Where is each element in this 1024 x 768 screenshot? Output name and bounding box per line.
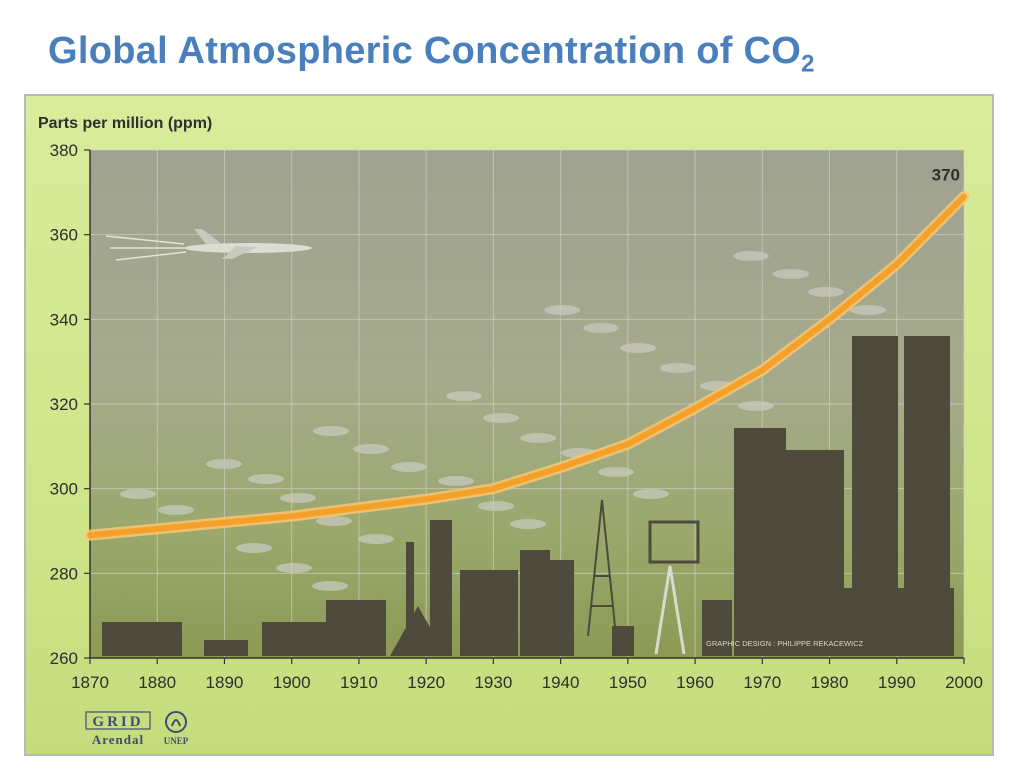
series-line: [87, 193, 967, 539]
airplane-icon: [105, 229, 312, 261]
slide-title: Global Atmospheric Concentration of CO2: [48, 30, 815, 79]
grid-arendal-logo: GRID Arendal: [85, 711, 151, 747]
x-tick-label: 1970: [743, 673, 781, 692]
y-tick-label: 360: [50, 226, 78, 245]
y-tick-label: 320: [50, 395, 78, 414]
x-tick-label: 1890: [206, 673, 244, 692]
oil-derrick-icon: [587, 499, 617, 637]
y-tick-label: 340: [50, 310, 78, 329]
co2-series: [84, 191, 970, 541]
x-tick-label: 1950: [609, 673, 647, 692]
slide-title-subscript: 2: [801, 50, 815, 78]
unep-logo: UNEP: [164, 711, 189, 746]
y-axis-title: Parts per million (ppm): [38, 115, 212, 132]
x-tick-label: 1920: [407, 673, 445, 692]
power-tower-icon: [648, 520, 700, 655]
chart-svg: 1870 1880 1890 1900 1910 1920 1930 1940 1950 1960…: [38, 115, 983, 747]
x-tick-label: 1910: [340, 673, 378, 692]
y-tick-label: 380: [50, 141, 78, 160]
x-tick-label: 1880: [138, 673, 176, 692]
x-tick-label: 1930: [474, 673, 512, 692]
y-tick-label: 280: [50, 564, 78, 583]
x-tick-label: 1870: [71, 673, 109, 692]
grid-lines: 1870 1880 1890 1900 1910 1920 1930 1940 1950 1960…: [50, 141, 983, 692]
pollution-clouds: [120, 251, 886, 591]
industrial-skyline: [102, 336, 954, 656]
x-tick-label: 2000: [945, 673, 983, 692]
slide-title-main: Global Atmospheric Concentration of CO: [48, 30, 802, 72]
x-tick-label: 1940: [542, 673, 580, 692]
design-credit: GRAPHIC DESIGN : PHILIPPE REKACEWICZ: [706, 639, 864, 648]
x-tick-label: 1990: [878, 673, 916, 692]
y-tick-label: 300: [50, 480, 78, 499]
data-label-370: 370: [932, 165, 960, 184]
y-tick-label: 260: [50, 649, 78, 668]
logo-grid-text: GRID: [92, 714, 143, 730]
chart-figure: 1870 1880 1890 1900 1910 1920 1930 1940 1950 1960…: [24, 94, 994, 756]
logo-arendal-text: Arendal: [92, 732, 144, 747]
x-tick-label: 1900: [273, 673, 311, 692]
x-tick-label: 1980: [811, 673, 849, 692]
logo-unep-text: UNEP: [164, 736, 189, 746]
x-tick-label: 1960: [676, 673, 714, 692]
